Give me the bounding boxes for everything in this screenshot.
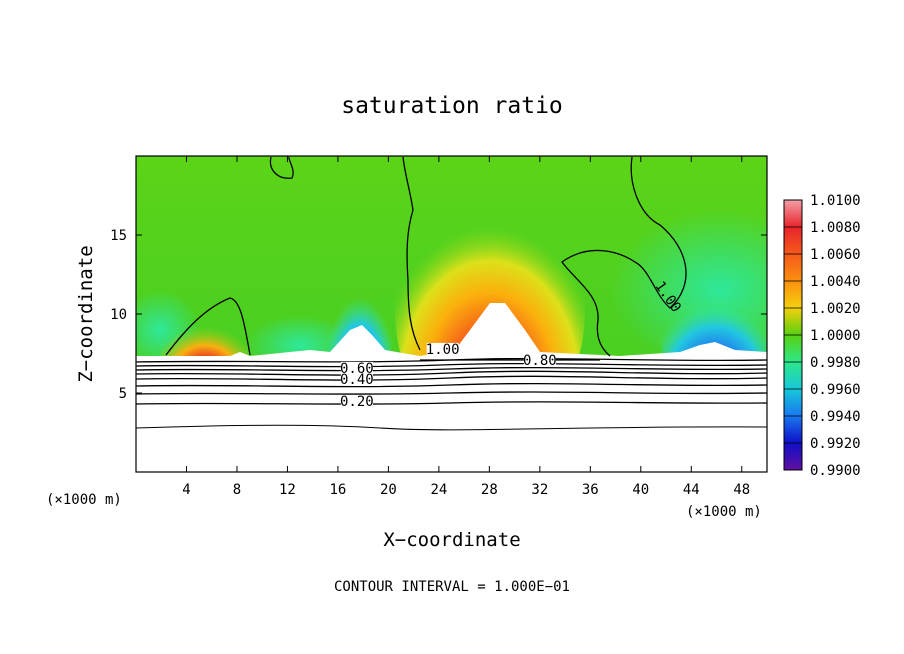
y-tick-label: 15 <box>110 228 127 244</box>
contour-stack-2 <box>136 362 767 368</box>
colorbar-label: 1.0060 <box>810 247 861 263</box>
heatmap-field <box>136 156 767 472</box>
x-tick-label: 24 <box>430 482 447 498</box>
x-tick-label: 36 <box>582 482 599 498</box>
contour-1.00-left-lobe <box>165 297 251 356</box>
colorbar-label: 0.9960 <box>810 382 861 398</box>
colorbar-label: 1.0040 <box>810 274 861 290</box>
colorbar-label: 0.9920 <box>810 436 861 452</box>
colorbar-label: 0.9900 <box>810 463 861 479</box>
contour-label: 1.00 <box>426 342 460 358</box>
colorbar-label: 1.0000 <box>810 328 861 344</box>
colorbar-label: 1.0100 <box>810 193 861 209</box>
colorbar-label: 1.0080 <box>810 220 861 236</box>
lower-domain <box>136 356 767 472</box>
contour-1.00-center <box>402 156 421 351</box>
contour-lowest <box>136 424 767 431</box>
x-axis: 4 8 12 16 20 24 28 32 36 40 44 48 <box>182 156 750 498</box>
colorbar-label: 0.9940 <box>810 409 861 425</box>
contour-labels: 1.001.000.800.600.400.20 <box>340 279 684 410</box>
x-tick-label: 8 <box>233 482 241 498</box>
x-unit-left: (×1000 m) <box>46 492 122 508</box>
contour-label: 0.60 <box>340 361 374 377</box>
contour-label: 0.80 <box>523 353 557 369</box>
contour-label: 0.40 <box>340 372 374 388</box>
x-tick-label: 44 <box>683 482 700 498</box>
y-tick-label: 10 <box>110 307 127 323</box>
colorbar: 1.0100 1.0080 1.0060 1.0040 1.0020 1.0000 0.99… <box>783 193 861 479</box>
x-tick-label: 32 <box>531 482 548 498</box>
contour-label-bg <box>426 342 459 355</box>
x-unit-right: (×1000 m) <box>686 504 762 520</box>
contour-interval-note: CONTOUR INTERVAL = 1.000E−01 <box>334 579 570 595</box>
chart-title: saturation ratio <box>341 93 563 119</box>
x-axis-label: X−coordinate <box>383 529 520 551</box>
x-tick-label: 48 <box>733 482 750 498</box>
contour-label-bg <box>340 372 373 385</box>
contour-1.00-top-loop <box>269 156 294 179</box>
contour-stack-3 <box>136 366 767 372</box>
x-tick-label: 12 <box>279 482 296 498</box>
y-tick-label: 5 <box>119 386 127 402</box>
contour-stack-5 <box>136 375 767 381</box>
contour-0.20 <box>136 401 767 405</box>
contour-stack-7 <box>136 391 767 395</box>
contour-label-bg <box>340 395 373 408</box>
contour-label: 0.20 <box>340 394 374 410</box>
x-tick-label: 28 <box>481 482 498 498</box>
contour-stack-6 <box>136 382 767 388</box>
contour-stack-1 <box>136 357 767 363</box>
x-tick-label: 40 <box>632 482 649 498</box>
contour-1.00-right <box>561 156 687 357</box>
colorbar-label: 0.9980 <box>810 355 861 371</box>
contour-lines <box>136 156 767 431</box>
x-tick-label: 4 <box>182 482 190 498</box>
colorbar-label: 1.0020 <box>810 301 861 317</box>
contour-label-bg <box>340 361 373 374</box>
x-tick-label: 16 <box>329 482 346 498</box>
x-tick-label: 20 <box>380 482 397 498</box>
contour-label-bg <box>523 353 556 366</box>
y-axis-label: Z−coordinate <box>75 245 97 382</box>
y-axis: 5 10 15 <box>110 228 767 402</box>
contour-stack-4 <box>136 370 767 376</box>
